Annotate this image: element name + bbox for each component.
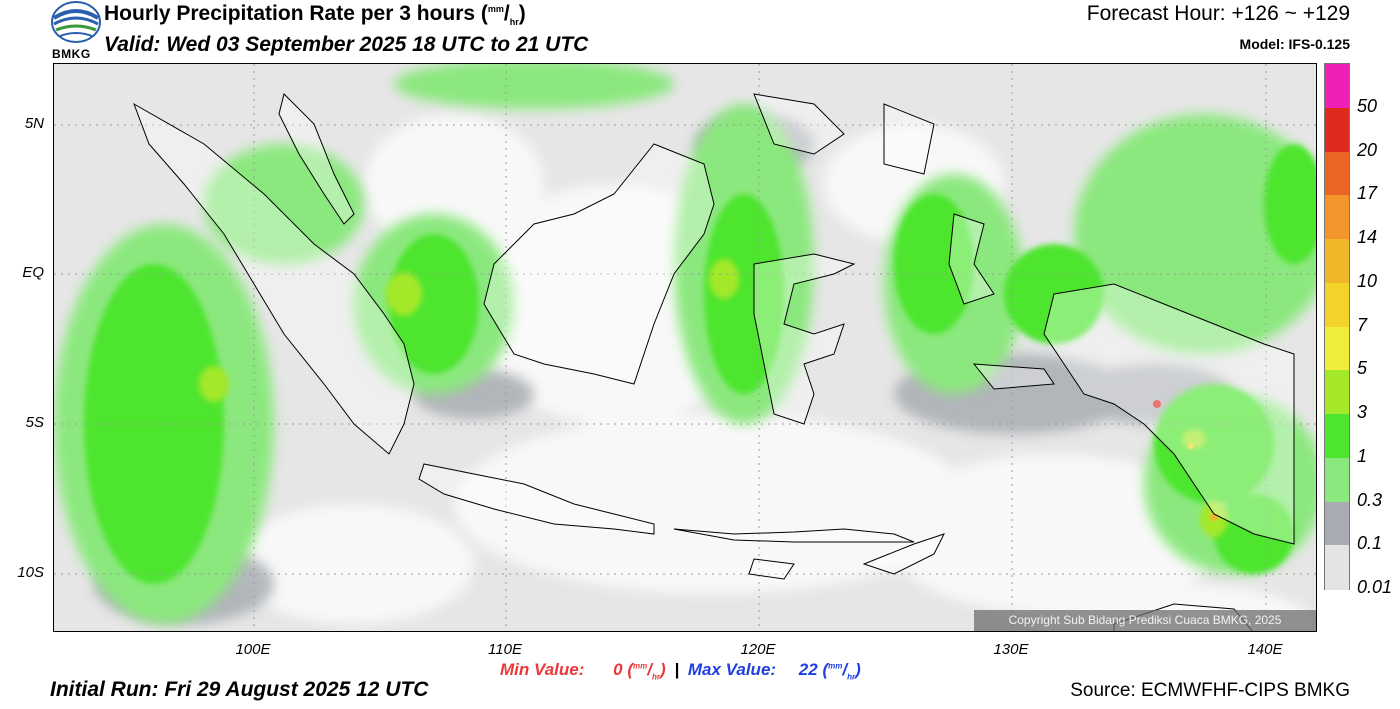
colorbar-segment (1325, 457, 1349, 502)
colorbar-label: 50 (1357, 95, 1378, 116)
map-canvas (54, 64, 1316, 631)
colorbar-segment (1325, 414, 1349, 459)
min-value: 0 (613, 660, 623, 679)
colorbar-label: 0.1 (1357, 533, 1383, 554)
forecast-hour: Forecast Hour: +126 ~ +129 (1086, 2, 1350, 25)
colorbar-segment (1325, 282, 1349, 327)
borneo-outline (483, 143, 715, 385)
colorbar-label: 17 (1357, 183, 1378, 204)
colorbar-label: 1 (1357, 445, 1368, 466)
lon-label-120e: 120E (740, 641, 776, 658)
precipitation-map (53, 63, 1317, 632)
initial-run: Initial Run: Fri 29 August 2025 12 UTC (50, 678, 429, 701)
max-value: 22 (798, 660, 818, 679)
lon-label-130e: 130E (993, 641, 1029, 658)
max-value-label: Max Value: (687, 660, 777, 679)
lon-label-110e: 110E (488, 641, 522, 658)
colorbar-segment (1325, 545, 1349, 590)
colorbar-label: 3 (1357, 402, 1368, 422)
java-outline (418, 463, 655, 535)
sulawesi-outline (753, 253, 856, 425)
lon-label-140e: 140E (1247, 641, 1283, 658)
bmkg-emblem-icon (51, 1, 101, 43)
colorbar-label: 14 (1357, 227, 1378, 247)
lat-label-eq: EQ (22, 264, 44, 281)
colorbar-label: 7 (1357, 314, 1368, 335)
colorbar-label: 20 (1357, 139, 1378, 160)
colorbar (1324, 63, 1350, 590)
copyright-notice: Copyright Sub Bidang Prediksi Cuaca BMKG… (974, 610, 1316, 631)
source-label: Source: ECMWFHF-CIPS BMKG (1070, 680, 1350, 701)
colorbar-segment (1325, 64, 1349, 109)
lat-label-10s: 10S (17, 564, 44, 581)
logo-text: BMKG (52, 47, 91, 61)
papua-outline (1043, 283, 1295, 545)
min-value-label: Min Value: (500, 660, 585, 679)
colorbar-segment (1325, 239, 1349, 284)
min-max-values: Min Value: 0 (mm/hr) | Max Value: 22 (mm… (500, 660, 861, 682)
lat-label-5s: 5S (25, 414, 44, 431)
valid-time: Valid: Wed 03 September 2025 18 UTC to 2… (104, 33, 589, 56)
chart-title: Hourly Precipitation Rate per 3 hours (m… (104, 2, 526, 28)
colorbar-segment (1325, 370, 1349, 415)
colorbar-label: 0.01 (1357, 577, 1393, 597)
lat-label-5n: 5N (24, 115, 44, 132)
colorbar-label: 5 (1357, 358, 1368, 379)
colorbar-segment (1325, 151, 1349, 196)
lon-label-100e: 100E (235, 641, 271, 658)
colorbar-segment (1325, 195, 1349, 240)
colorbar-label: 0.3 (1357, 489, 1383, 510)
colorbar-segment (1325, 326, 1349, 371)
sumatra-outline (133, 102, 415, 455)
colorbar-segment (1325, 501, 1349, 546)
colorbar-segment (1325, 107, 1349, 152)
bmkg-logo: BMKG (50, 0, 102, 62)
colorbar-label: 10 (1357, 270, 1378, 291)
model-label: Model: IFS-0.125 (1239, 36, 1350, 52)
